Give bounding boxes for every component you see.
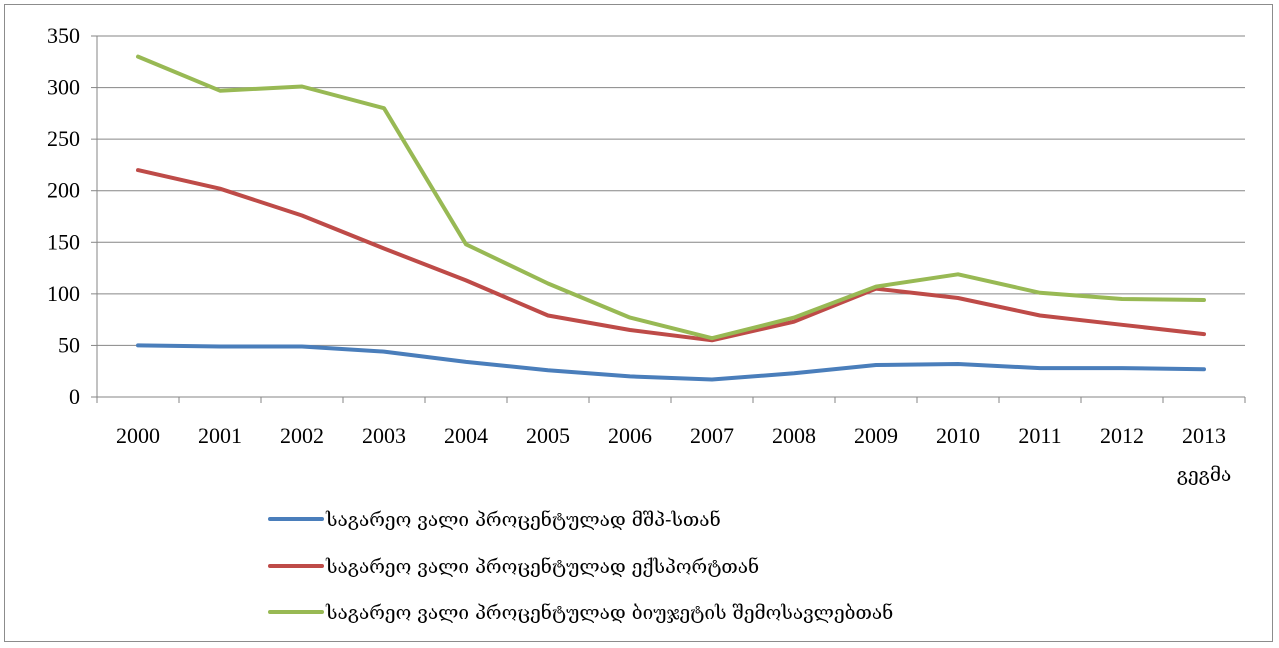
x-tick-label: 2002 (280, 423, 324, 448)
legend-label-1: საგარეო ვალი პროცენტულად მშპ-სთან (325, 509, 721, 531)
legend-label-2: საგარეო ვალი პროცენტულად ექსპორტთან (325, 556, 759, 578)
x-tick-label: 2010 (936, 423, 980, 448)
y-tick-labels: 0 50 100 150 200 250 300 350 (47, 23, 80, 409)
y-tick-label: 300 (47, 75, 80, 100)
chart-frame (4, 4, 1273, 642)
gridlines (97, 35, 1245, 346)
x-tick-label: 2003 (362, 423, 406, 448)
legend: საგარეო ვალი პროცენტულად მშპ-სთან საგარეო… (268, 509, 893, 624)
series-lines (136, 54, 1206, 382)
x-tick-label: 2005 (526, 423, 570, 448)
axes (91, 35, 1246, 403)
x-tick-label: 2013 (1182, 423, 1226, 448)
series-line-3 (136, 54, 1206, 341)
legend-label-3: საგარეო ვალი პროცენტულად ბიუჯეტის შემოსა… (325, 602, 893, 624)
x-tick-label: 2001 (198, 423, 242, 448)
series-line-1 (136, 343, 1206, 382)
x-tick-label: 2007 (690, 423, 734, 448)
x-tick-label: 2004 (444, 423, 488, 448)
y-tick-label: 350 (47, 23, 80, 48)
x-tick-sublabel: გეგმა (1177, 464, 1231, 486)
x-tick-label: 2012 (1100, 423, 1144, 448)
y-tick-label: 250 (47, 126, 80, 151)
x-tick-labels: 2000 2001 2002 2003 2004 2005 2006 2007 2008 2009… (116, 423, 1231, 486)
x-tick-label: 2000 (116, 423, 160, 448)
y-tick-label: 100 (47, 281, 80, 306)
y-tick-label: 200 (47, 178, 80, 203)
x-tick-label: 2008 (772, 423, 816, 448)
y-tick-label: 50 (58, 332, 80, 357)
y-tick-label: 0 (69, 384, 80, 409)
x-tick-label: 2009 (854, 423, 898, 448)
y-tick-label: 150 (47, 229, 80, 254)
x-tick-label: 2006 (608, 423, 652, 448)
x-tick-label: 2011 (1018, 423, 1061, 448)
series-line-2 (136, 168, 1206, 343)
